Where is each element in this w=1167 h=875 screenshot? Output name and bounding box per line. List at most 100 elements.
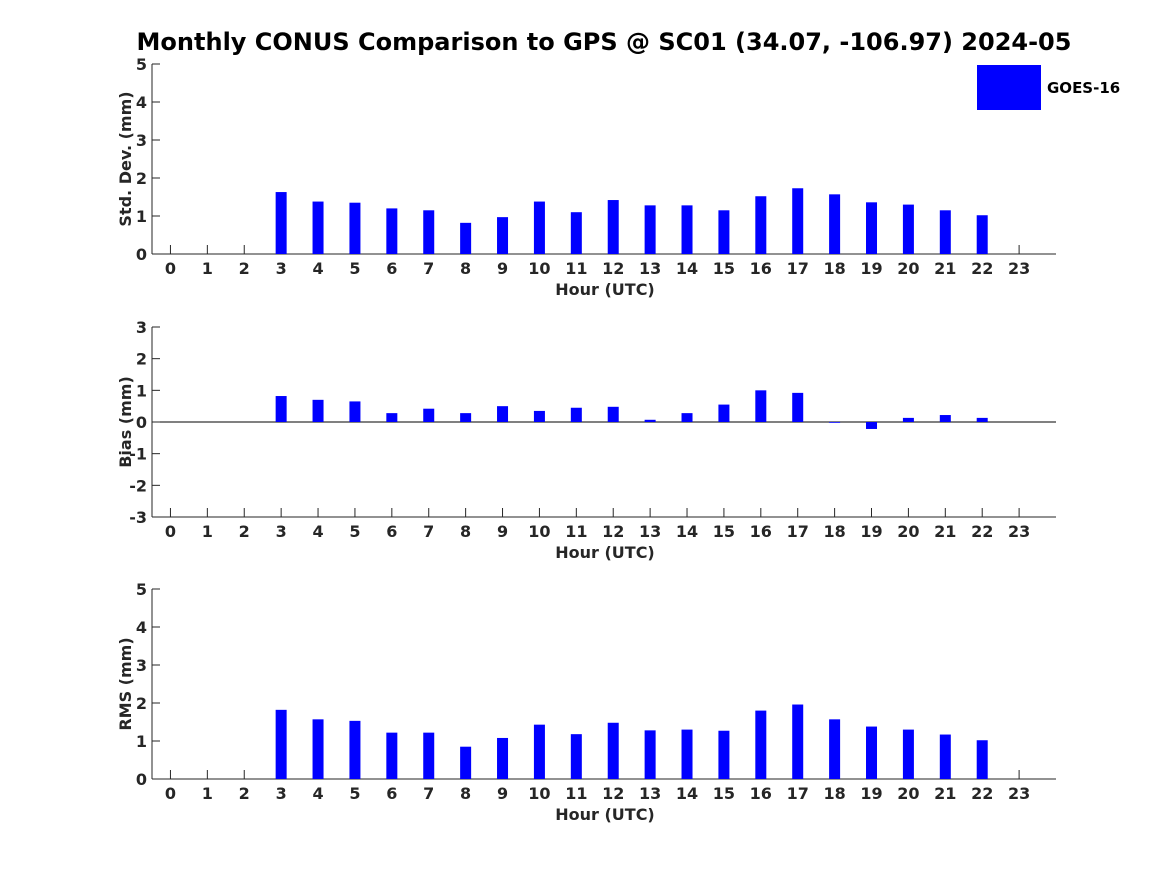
rms-bar-hour-18 [829,719,841,779]
std-dev-x-tick-label: 6 [386,259,397,278]
rms-bar-hour-5 [349,720,361,779]
bias-y-tick-label: -2 [129,476,147,495]
rms-y-tick-label: 0 [136,770,147,789]
rms-x-tick-label: 20 [897,784,919,803]
std-dev-x-tick-label: 18 [823,259,845,278]
std-dev-x-tick-label: 13 [639,259,661,278]
rms-bar-hour-7 [423,732,435,779]
bias-x-tick-label: 13 [639,522,661,541]
bias-bar-hour-3 [275,396,287,422]
bias-x-tick-label: 3 [276,522,287,541]
std-dev-x-tick-label: 7 [423,259,434,278]
std-dev-x-tick-label: 0 [165,259,176,278]
bias-bar-hour-20 [902,417,914,422]
bias-x-tick-label: 4 [312,522,323,541]
bias-bar-hour-7 [423,408,435,422]
std-dev-x-tick-label: 17 [787,259,809,278]
std-dev-bar-hour-7 [423,210,435,254]
std-dev-x-tick-label: 22 [971,259,993,278]
bias-x-tick-label: 15 [713,522,735,541]
bias-bar-hour-6 [386,413,398,422]
std-dev-bar-hour-11 [570,212,582,254]
std-dev-x-tick-label: 10 [528,259,550,278]
rms-x-tick-label: 14 [676,784,698,803]
bias-x-tick-label: 11 [565,522,587,541]
figure-title: Monthly CONUS Comparison to GPS @ SC01 (… [136,28,1072,56]
rms-y-axis-label: RMS (mm) [116,637,135,730]
std-dev-bar-hour-18 [829,194,841,254]
std-dev-bar-hour-5 [349,202,361,254]
bias-bar-hour-15 [718,404,730,422]
bias-bar-hour-10 [533,410,545,422]
std-dev-bar-hour-15 [718,210,730,254]
rms-x-tick-label: 13 [639,784,661,803]
rms-bar-hour-8 [460,746,472,779]
bias-bar-hour-14 [681,413,693,422]
bias-bar-hour-13 [644,419,656,422]
std-dev-bar-hour-3 [275,192,287,254]
bias-bar-hour-22 [976,417,988,422]
std-dev-x-tick-label: 23 [1008,259,1030,278]
rms-bar-hour-4 [312,719,324,779]
rms-x-tick-label: 2 [239,784,250,803]
rms-bar-hour-6 [386,732,398,779]
rms-bar-hour-16 [755,710,767,779]
bias-x-tick-label: 1 [202,522,213,541]
bias-x-tick-label: 8 [460,522,471,541]
bias-x-tick-label: 21 [934,522,956,541]
bias-x-tick-label: 10 [528,522,550,541]
bias-bar-hour-16 [755,390,767,422]
rms-bar-hour-10 [533,724,545,779]
std-dev-bar-hour-8 [460,222,472,254]
bias-x-tick-label: 18 [823,522,845,541]
rms-y-tick-label: 1 [136,732,147,751]
bias-x-tick-label: 0 [165,522,176,541]
std-dev-x-tick-label: 3 [276,259,287,278]
bias-y-tick-label: 0 [136,413,147,432]
bias-bar-hour-18 [829,422,841,423]
std-dev-bar-hour-12 [607,200,619,254]
rms-bar-hour-9 [497,737,509,779]
bias-y-tick-label: -3 [129,508,147,527]
std-dev-x-tick-label: 1 [202,259,213,278]
rms-x-tick-label: 16 [750,784,772,803]
rms-x-tick-label: 12 [602,784,624,803]
bias-x-tick-label: 5 [349,522,360,541]
bias-x-tick-label: 22 [971,522,993,541]
rms-bar-hour-15 [718,730,730,779]
rms-x-tick-label: 9 [497,784,508,803]
rms-bar-hour-20 [902,729,914,779]
bias-y-axis-label: Bias (mm) [116,376,135,468]
std-dev-y-tick-label: 5 [136,55,147,74]
std-dev-x-tick-label: 16 [750,259,772,278]
std-dev-bar-hour-13 [644,205,656,254]
std-dev-bar-hour-14 [681,205,693,254]
bias-x-tick-label: 9 [497,522,508,541]
bias-bar-hour-17 [792,392,804,422]
std-dev-x-tick-label: 12 [602,259,624,278]
bias-bar-hour-21 [939,415,951,422]
std-dev-bar-hour-10 [533,201,545,254]
std-dev-bar-hour-4 [312,201,324,254]
bias-x-tick-label: 7 [423,522,434,541]
bias-x-tick-label: 19 [860,522,882,541]
std-dev-x-tick-label: 15 [713,259,735,278]
std-dev-bar-hour-20 [902,204,914,254]
rms-bar-hour-12 [607,722,619,779]
std-dev-bar-hour-6 [386,208,398,254]
rms-x-tick-label: 21 [934,784,956,803]
legend: GOES-16 [977,65,1120,110]
bias-x-axis-label: Hour (UTC) [555,543,655,562]
std-dev-bar-hour-22 [976,215,988,254]
rms-x-tick-label: 5 [349,784,360,803]
rms-x-tick-label: 23 [1008,784,1030,803]
bias-x-tick-label: 20 [897,522,919,541]
rms-x-tick-label: 19 [860,784,882,803]
bias-bar-hour-5 [349,401,361,422]
bias-y-tick-label: 1 [136,381,147,400]
std-dev-x-axis-label: Hour (UTC) [555,280,655,299]
bias-x-tick-label: 16 [750,522,772,541]
bias-bar-hour-8 [460,413,472,422]
std-dev-x-tick-label: 9 [497,259,508,278]
